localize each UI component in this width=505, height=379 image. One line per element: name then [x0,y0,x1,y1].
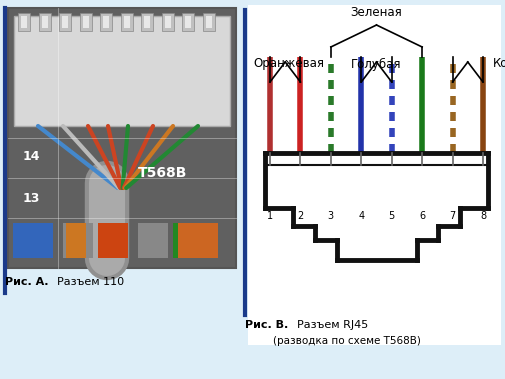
Bar [138,223,168,258]
Text: Рис. А.: Рис. А. [5,277,48,287]
Bar [165,16,171,28]
Text: Оранжевая: Оранжевая [253,58,324,70]
Bar [21,16,27,28]
Text: 7: 7 [449,211,456,221]
Bar [124,16,129,28]
Bar [79,13,91,31]
Bar [14,16,230,126]
Bar [144,16,150,28]
Text: 3: 3 [328,211,334,221]
Bar [206,16,212,28]
Text: T568B: T568B [138,166,187,180]
Text: 5: 5 [388,211,395,221]
Bar [141,13,153,31]
Bar [63,223,93,258]
Text: (разводка по схеме T568B): (разводка по схеме T568B) [273,336,421,346]
Text: Коричневая: Коричневая [493,58,505,70]
Text: Рис. В.: Рис. В. [245,320,288,330]
Bar [18,13,30,31]
Bar [82,16,88,28]
Bar [13,223,53,258]
Bar [248,5,501,345]
Text: 6: 6 [419,211,425,221]
Bar [38,13,51,31]
Bar [41,16,47,28]
Bar [185,16,191,28]
Text: Разъем RJ45: Разъем RJ45 [297,320,368,330]
Text: 8: 8 [480,211,486,221]
Text: 4: 4 [358,211,364,221]
Text: Разъем 110: Разъем 110 [57,277,124,287]
Text: 1: 1 [267,211,273,221]
Text: 13: 13 [23,191,40,205]
Bar [162,13,174,31]
Bar [59,13,71,31]
Text: 14: 14 [23,149,40,163]
Bar [203,13,215,31]
Bar [8,8,236,268]
Bar [178,223,218,258]
Text: 2: 2 [297,211,304,221]
Text: Голубая: Голубая [351,58,402,70]
Bar [62,16,68,28]
Bar [121,13,132,31]
Bar [173,223,208,258]
Bar [182,13,194,31]
Bar [103,16,109,28]
Bar [98,223,128,258]
Bar [66,223,86,258]
Bar [100,13,112,31]
Text: Зеленая: Зеленая [350,6,402,19]
